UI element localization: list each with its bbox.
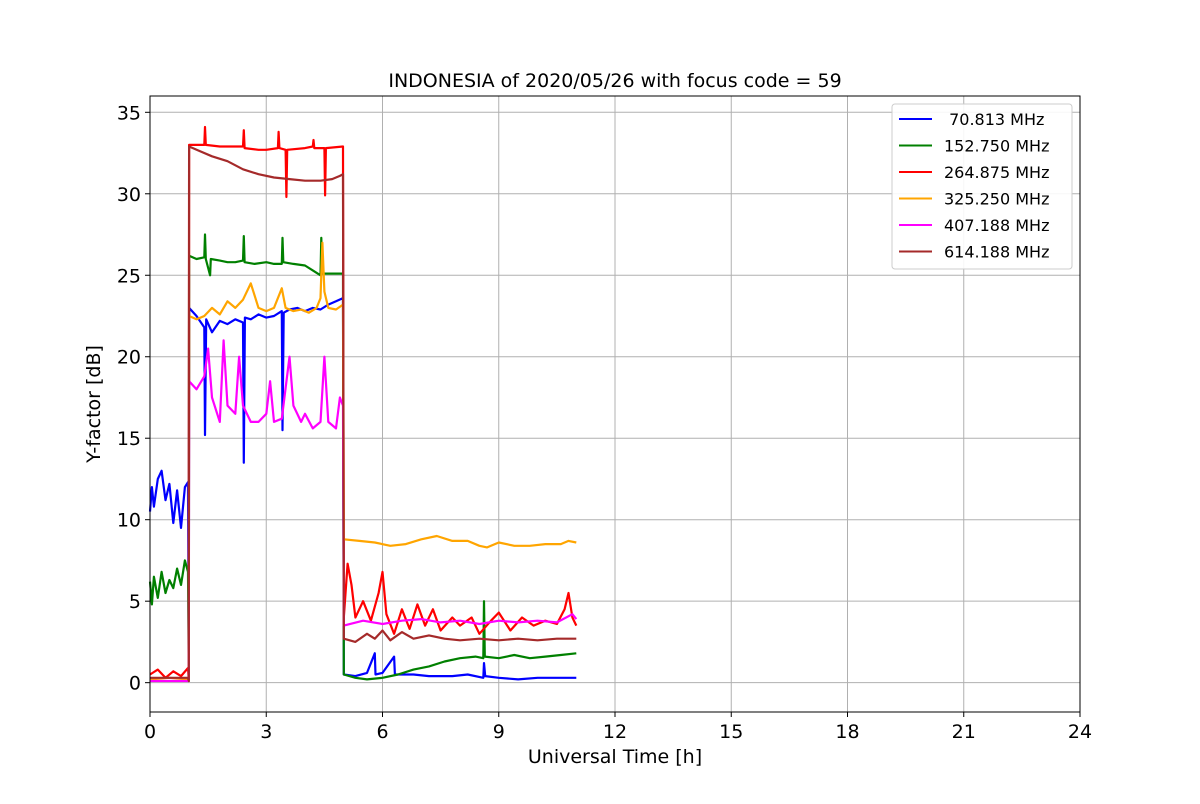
legend-box	[891, 103, 1073, 270]
series-line-1	[148, 233, 577, 683]
axis-ticks: 0 3 6 9 12 15 18 21 24 0 5 10 15 20 25 30 35	[117, 102, 1092, 743]
x-axis-label: Universal Time [h]	[528, 746, 702, 768]
legend-label: 70.813 MHz	[944, 110, 1044, 129]
legend-label: 152.750 MHz	[944, 137, 1049, 156]
legend-label: 264.875 MHz	[944, 163, 1049, 182]
x-tick-label: 18	[835, 721, 859, 743]
x-tick-label: 21	[952, 721, 976, 743]
series-line-3	[149, 241, 577, 683]
y-tick-label: 5	[129, 591, 141, 613]
y-tick-label: 25	[117, 265, 141, 287]
y-tick-label: 0	[129, 673, 141, 695]
y-tick-label: 15	[117, 428, 141, 450]
series-lines	[148, 125, 578, 683]
legend-label: 614.188 MHz	[944, 243, 1049, 262]
chart-title: INDONESIA of 2020/05/26 with focus code …	[388, 70, 841, 92]
x-tick-label: 24	[1068, 721, 1092, 743]
y-tick-label: 20	[117, 347, 141, 369]
grid-lines	[149, 96, 1081, 712]
y-tick-label: 30	[117, 184, 141, 206]
series-line-0	[148, 297, 577, 683]
x-tick-label: 0	[144, 721, 156, 743]
x-tick-label: 3	[260, 721, 272, 743]
legend-label: 325.250 MHz	[944, 190, 1049, 209]
x-tick-label: 15	[719, 721, 743, 743]
x-tick-label: 6	[376, 721, 388, 743]
y-axis-label: Y-factor [dB]	[83, 345, 105, 464]
legend-label: 407.188 MHz	[944, 216, 1049, 235]
series-line-5	[150, 145, 577, 683]
series-line-4	[150, 339, 578, 683]
series-line-2	[149, 125, 578, 683]
y-tick-label: 10	[117, 510, 141, 532]
x-tick-label: 12	[603, 721, 627, 743]
x-tick-label: 9	[493, 721, 505, 743]
legend: 70.813 MHz 152.750 MHz 264.875 MHz 325.250 …	[891, 103, 1073, 270]
y-tick-label: 35	[117, 102, 141, 124]
